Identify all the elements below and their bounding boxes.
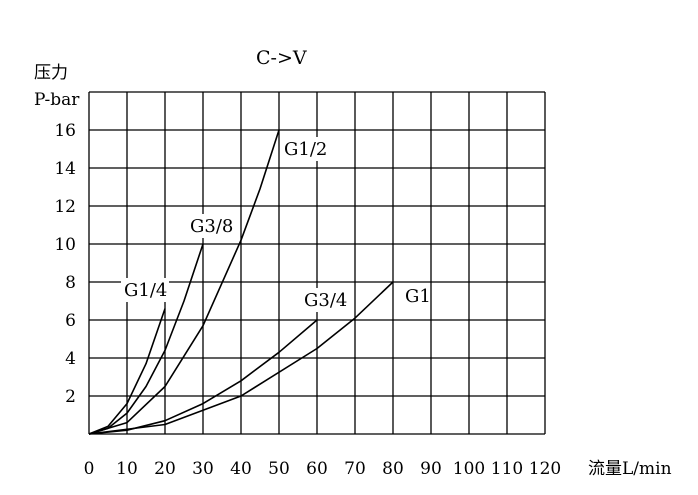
series-curve — [88, 129, 280, 435]
series-label-background — [187, 214, 235, 238]
series-label: G1 — [405, 286, 431, 307]
y-tick-label: 2 — [65, 387, 76, 407]
y-axis-label-line2: P-bar — [34, 90, 80, 110]
series-label-background — [301, 288, 349, 312]
series-curve — [88, 308, 166, 435]
series-label: G1/4 — [124, 280, 167, 301]
series-curve — [88, 319, 318, 435]
chart-ticks: 0 10 20 30 40 50 60 70 80 90 100 110 120 2 4 6 8 10 12 14 16 — [54, 121, 561, 479]
y-axis-label-line1: 压力 — [34, 63, 68, 83]
y-tick-label: 6 — [65, 311, 76, 331]
y-tick-label: 14 — [54, 159, 76, 179]
chart-title: C->V — [256, 47, 307, 69]
series-label: G3/8 — [190, 216, 233, 237]
y-tick-label: 10 — [54, 235, 76, 255]
x-tick-label: 110 — [491, 459, 523, 479]
x-tick-label: 80 — [382, 459, 404, 479]
y-tick-label: 4 — [65, 349, 76, 369]
x-tick-label: 120 — [529, 459, 561, 479]
chart-grid — [88, 91, 546, 435]
x-tick-label: 40 — [230, 459, 252, 479]
y-tick-label: 8 — [65, 273, 76, 293]
series-labels: G1/4 G3/8 G1/2 G3/4 G1 — [121, 137, 431, 312]
x-tick-label: 60 — [306, 459, 328, 479]
x-tick-label: 70 — [344, 459, 366, 479]
x-axis-label: 流量L/min — [588, 459, 672, 479]
x-tick-label: 20 — [154, 459, 176, 479]
series-label-background — [281, 137, 329, 161]
y-tick-label: 16 — [54, 121, 76, 141]
series-curve — [88, 281, 394, 435]
x-tick-label: 10 — [116, 459, 138, 479]
x-tick-label: 90 — [420, 459, 442, 479]
y-tick-label: 12 — [54, 197, 76, 217]
x-tick-label: 0 — [84, 459, 95, 479]
series-label-background — [402, 284, 429, 308]
series-label-background — [121, 278, 169, 302]
series-label: G1/2 — [284, 139, 327, 160]
x-tick-label: 100 — [453, 459, 485, 479]
series-label: G3/4 — [304, 290, 347, 311]
x-tick-label: 50 — [268, 459, 290, 479]
chart-curves — [88, 129, 394, 435]
x-tick-label: 30 — [192, 459, 214, 479]
